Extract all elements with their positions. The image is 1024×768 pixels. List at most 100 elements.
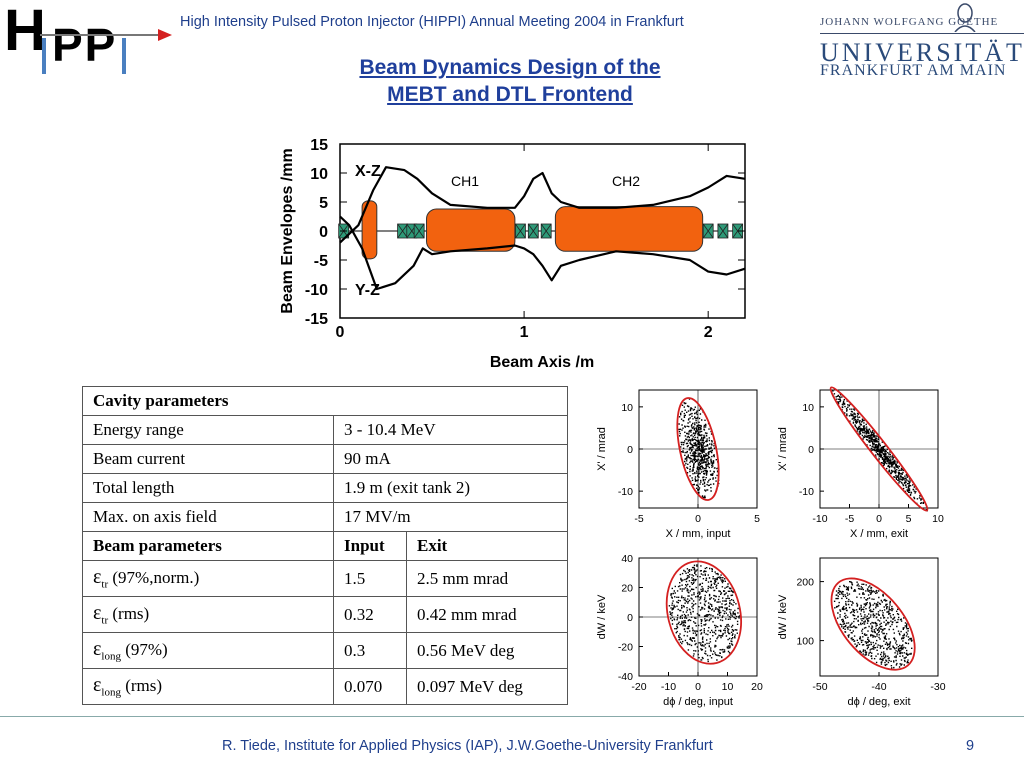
university-small-label: JOHANN WOLFGANG GOETHE <box>820 16 999 28</box>
university-name: UNIVERSITÄT <box>820 38 1024 67</box>
epsilon-symbol: ε <box>93 566 102 589</box>
x-tick-label: -5 <box>845 513 854 525</box>
y-tick-label: 10 <box>802 402 814 414</box>
envelope-curve-lower <box>339 215 746 291</box>
y-tick-label: -20 <box>618 642 633 654</box>
scatter-x-label: dϕ / deg, input <box>663 696 733 708</box>
x-tick-label: 20 <box>751 681 763 693</box>
cavity-param-value: 1.9 m (exit tank 2) <box>333 473 568 503</box>
x-tick-label: -40 <box>871 681 886 693</box>
epsilon-subscript: long <box>101 650 121 663</box>
x-tick-label: 1 <box>520 324 529 341</box>
beam-param-exit: 0.42 mm mrad <box>406 596 568 633</box>
cavity-param-label: Max. on axis field <box>82 502 334 532</box>
quadrupole-marker <box>702 223 714 239</box>
beam-param-exit: 0.097 MeV deg <box>406 668 568 705</box>
scatter-x-label: dϕ / deg, exit <box>847 696 910 708</box>
page-title-line2: MEBT and DTL Frontend <box>387 83 633 106</box>
parameter-table: Cavity parameters Energy range 3 - 10.4 … <box>82 386 568 705</box>
emittance-ellipse <box>676 397 720 501</box>
quadrupole-marker <box>527 223 539 239</box>
quadrupole-cross <box>732 223 743 239</box>
cavity-parameters-header: Cavity parameters <box>82 386 568 416</box>
quadrupole-marker <box>515 223 526 239</box>
quadrupole-cross <box>527 223 539 239</box>
beam-param-input: 0.070 <box>333 668 407 705</box>
y-tick-label: 0 <box>808 444 814 456</box>
university-divider <box>820 33 1024 34</box>
beam-envelope-chart: 15 10 5 0 -5 -10 -15 0 1 2 Beam Envelopes /mm Bea… <box>279 137 746 371</box>
beam-param-exit: 0.56 MeV deg <box>406 632 568 669</box>
beam-param-qualifier: (rms) <box>120 676 163 696</box>
page-title-line1: Beam Dynamics Design of the <box>359 56 661 79</box>
scatter-frame <box>819 557 939 677</box>
quadrupole-marker <box>397 223 408 239</box>
y-tick-label: -40 <box>618 671 633 683</box>
x-tick-label: 2 <box>704 324 713 341</box>
cavity-param-label: Energy range <box>82 415 334 445</box>
scatter-y-label: X' / mrad <box>596 427 608 471</box>
y-tick-label: 0 <box>627 444 633 456</box>
x-tick-label: -20 <box>631 681 646 693</box>
logo-bar <box>122 38 126 74</box>
logo-bar <box>42 38 46 74</box>
epsilon-symbol: ε <box>93 602 102 625</box>
beam-param-input: 1.5 <box>333 560 407 597</box>
beam-param-input: 0.32 <box>333 596 407 633</box>
scatter-y-label: dW / keV <box>596 594 608 639</box>
epsilon-subscript: long <box>101 686 121 699</box>
beam-param-label: εtr (rms) <box>82 596 334 633</box>
beam-param-input: 0.3 <box>333 632 407 669</box>
annotation-xz: X-Z <box>355 163 381 180</box>
emittance-ellipse <box>830 577 916 671</box>
scatter-x-label: X / mm, exit <box>850 528 908 540</box>
cavity-param-label: Beam current <box>82 444 334 474</box>
x-tick-label: -10 <box>661 681 676 693</box>
beam-param-qualifier: (97%,norm.) <box>108 568 200 588</box>
exit-column-header: Exit <box>406 531 568 561</box>
beam-param-exit: 2.5 mm mrad <box>406 560 568 597</box>
y-tick-label: 200 <box>796 577 814 589</box>
emittance-ellipse <box>829 386 929 512</box>
beam-param-label: εtr (97%,norm.) <box>82 560 334 597</box>
quadrupole-cross <box>515 223 526 239</box>
y-tick-label: 100 <box>796 636 814 648</box>
beam-param-qualifier: (97%) <box>120 640 168 660</box>
beam-param-label: εlong (rms) <box>82 668 334 705</box>
y-axis-label: Beam Envelopes /mm <box>279 148 296 313</box>
annotation-yz: Y-Z <box>355 282 380 299</box>
x-tick-label: -30 <box>930 681 945 693</box>
x-tick-label: 0 <box>876 513 882 525</box>
logo-arrow-icon <box>40 29 172 41</box>
ch1-cavity-shape <box>426 208 516 252</box>
quadrupole-marker <box>717 223 729 239</box>
envelope-curve-upper <box>339 166 746 244</box>
footer-divider <box>0 716 1024 717</box>
quadrupole-cross <box>397 223 408 239</box>
y-tick-label: -10 <box>305 282 328 299</box>
emittance-ellipse <box>665 560 742 665</box>
header-title: High Intensity Pulsed Proton Injector (H… <box>180 14 684 30</box>
x-tick-label: 10 <box>932 513 944 525</box>
x-tick-label: 10 <box>722 681 734 693</box>
epsilon-symbol: ε <box>93 674 102 697</box>
x-tick-label: 0 <box>695 513 701 525</box>
scatter-y-label: X' / mrad <box>777 427 789 471</box>
scatter-x-label: X / mm, input <box>666 528 731 540</box>
y-tick-label: 0 <box>627 612 633 624</box>
particle-cloud <box>668 564 741 663</box>
university-city: FRANKFURT AM MAIN <box>820 62 1007 79</box>
logo-h: H <box>4 0 46 63</box>
quadrupole-cross <box>413 223 425 239</box>
cavity-param-value: 17 MV/m <box>333 502 568 532</box>
x-tick-label: 5 <box>754 513 760 525</box>
quadrupole-cross <box>717 223 729 239</box>
quadrupole-marker <box>540 223 552 239</box>
annotation-ch1: CH1 <box>451 173 479 189</box>
epsilon-subscript: tr <box>101 578 109 591</box>
phase-space-plot: -10 -5 0 5 10 10 0 -10 X / mm, exit X' / mrad <box>777 386 944 540</box>
y-tick-label: -5 <box>314 253 328 270</box>
x-tick-label: -10 <box>812 513 827 525</box>
scatter-y-label: dW / keV <box>777 594 789 639</box>
